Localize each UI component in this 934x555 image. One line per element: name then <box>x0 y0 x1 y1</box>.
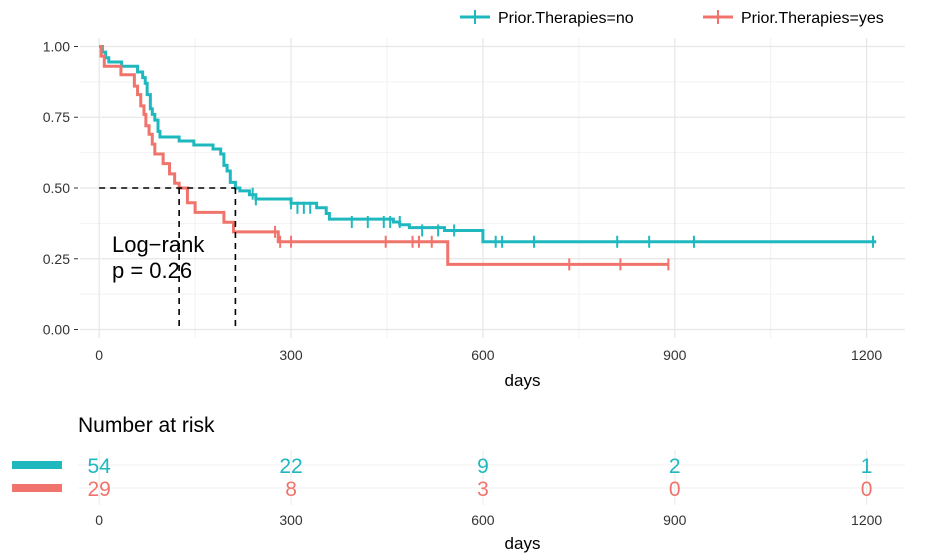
risk-x-tick-label: 600 <box>471 512 495 528</box>
x-tick-label: 300 <box>279 347 303 363</box>
x-tick-label: 900 <box>663 347 687 363</box>
risk-x-axis-title: days <box>505 534 541 553</box>
logrank-pvalue: p = 0.26 <box>112 258 192 283</box>
risk-x-tick-label: 0 <box>95 512 103 528</box>
risk-count: 9 <box>477 455 489 478</box>
risk-x-tick-label: 900 <box>663 512 687 528</box>
survival-curve-no <box>99 44 877 244</box>
y-tick-label: 0.25 <box>43 251 70 267</box>
logrank-label: Log−rank <box>112 232 205 257</box>
risk-x-tick-label: 1200 <box>851 512 882 528</box>
x-axis-title: days <box>505 371 541 390</box>
y-tick-label: 0.50 <box>43 180 70 196</box>
risk-x-tick-label: 300 <box>279 512 303 528</box>
risk-table-title: Number at risk <box>78 414 215 437</box>
risk-count: 0 <box>861 478 873 501</box>
risk-count: 1 <box>861 455 873 478</box>
y-tick-label: 1.00 <box>43 38 70 54</box>
risk-count: 2 <box>669 455 681 478</box>
x-tick-label: 1200 <box>851 347 882 363</box>
risk-count: 22 <box>279 455 302 478</box>
risk-count: 29 <box>88 478 111 501</box>
risk-count: 8 <box>285 478 297 501</box>
legend-label: Prior.Therapies=yes <box>741 10 884 27</box>
x-tick-label: 600 <box>471 347 495 363</box>
risk-count: 0 <box>669 478 681 501</box>
y-tick-label: 0.75 <box>43 109 70 125</box>
y-tick-label: 0.00 <box>43 322 70 338</box>
survival-curve-yes <box>99 44 669 266</box>
risk-count: 54 <box>88 455 112 478</box>
risk-count: 3 <box>477 478 489 501</box>
x-tick-label: 0 <box>95 347 103 363</box>
legend-label: Prior.Therapies=no <box>498 10 634 27</box>
